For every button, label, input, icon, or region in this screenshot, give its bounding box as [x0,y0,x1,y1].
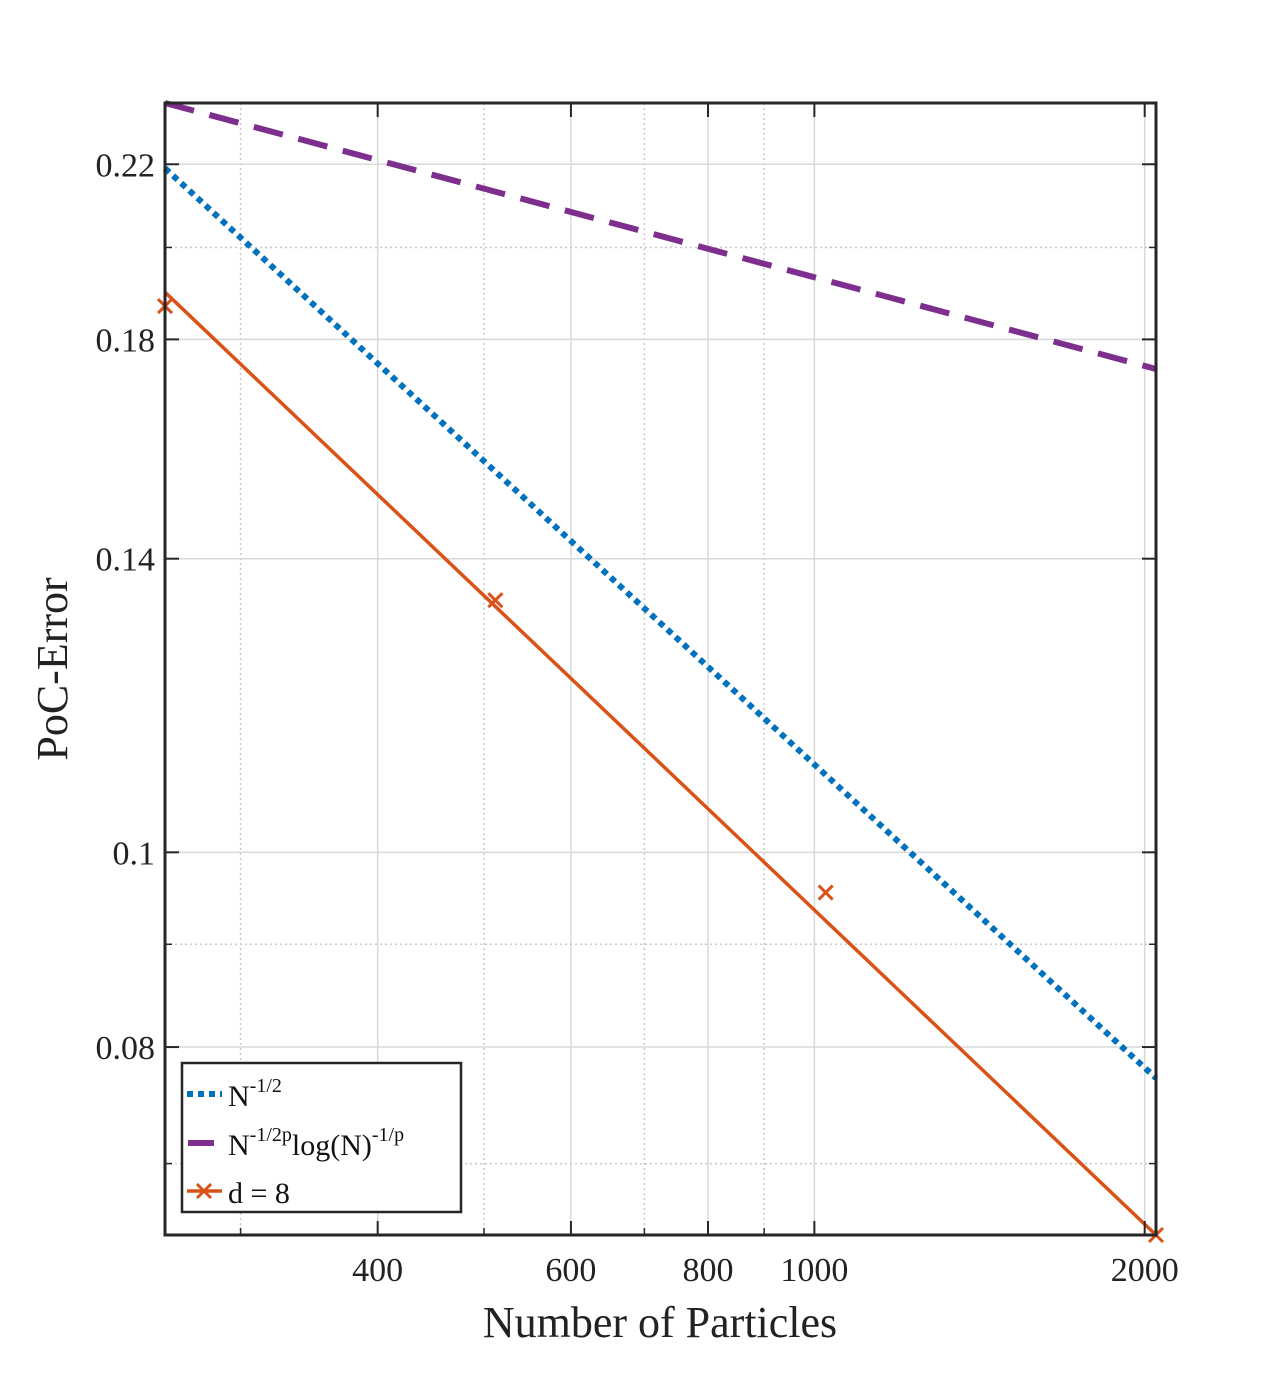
legend-label: d = 8 [228,1177,290,1210]
x-tick-label: 2000 [1111,1252,1179,1289]
legend-text-part: N [228,1080,250,1113]
tick-layer: 400 600 800 1000 2000 0.08 0.1 0.14 0.18 0.22 [96,103,1179,1289]
legend-label: N-1/2 [228,1075,282,1113]
x-tick-label: 1000 [780,1252,848,1289]
legend-box [180,1061,463,1214]
series-layer [156,100,1165,1244]
legend-entry-1: N-1/2 [187,1075,282,1113]
y-axis-label: PoC-Error [28,577,77,761]
marker-stroke [817,884,834,901]
x-tick-label: 600 [545,1252,596,1289]
legend: N-1/2N-1/2plog(N)-1/pd = 8 [180,1061,463,1214]
legend-text-part: N [228,1129,250,1162]
legend-entry-2: N-1/2plog(N)-1/p [188,1124,404,1162]
series-line [164,100,1157,372]
axes-layer [163,101,1158,1237]
series-line [162,166,1159,1081]
series-2 [164,100,1157,372]
x-axis-label: Number of Particles [483,1298,837,1347]
series-1 [162,166,1159,1081]
legend-text-part: log(N) [292,1129,372,1162]
marker-stroke [487,592,504,609]
y-tick-label: 0.14 [96,542,156,579]
grid-layer [165,103,1156,1235]
legend-swatch-marker [195,1182,213,1200]
legend-label: N-1/2plog(N)-1/p [228,1124,404,1162]
legend-superscript: -1/2p [250,1124,292,1146]
y-tick-label: 0.1 [113,835,156,872]
legend-entry-3: d = 8 [187,1177,290,1210]
series-line [163,290,1158,1237]
y-tick-label: 0.22 [96,147,156,184]
legend-text-part: d = 8 [228,1177,290,1210]
data-point-marker [487,592,504,609]
x-tick-label: 400 [352,1252,403,1289]
data-point-marker [817,884,834,901]
legend-superscript: -1/2 [250,1075,282,1097]
x-tick-label: 800 [683,1252,734,1289]
plot-area-frame [163,101,1158,1237]
y-tick-label: 0.08 [96,1030,156,1067]
legend-superscript: -1/p [372,1124,404,1146]
y-tick-label: 0.18 [96,322,156,359]
